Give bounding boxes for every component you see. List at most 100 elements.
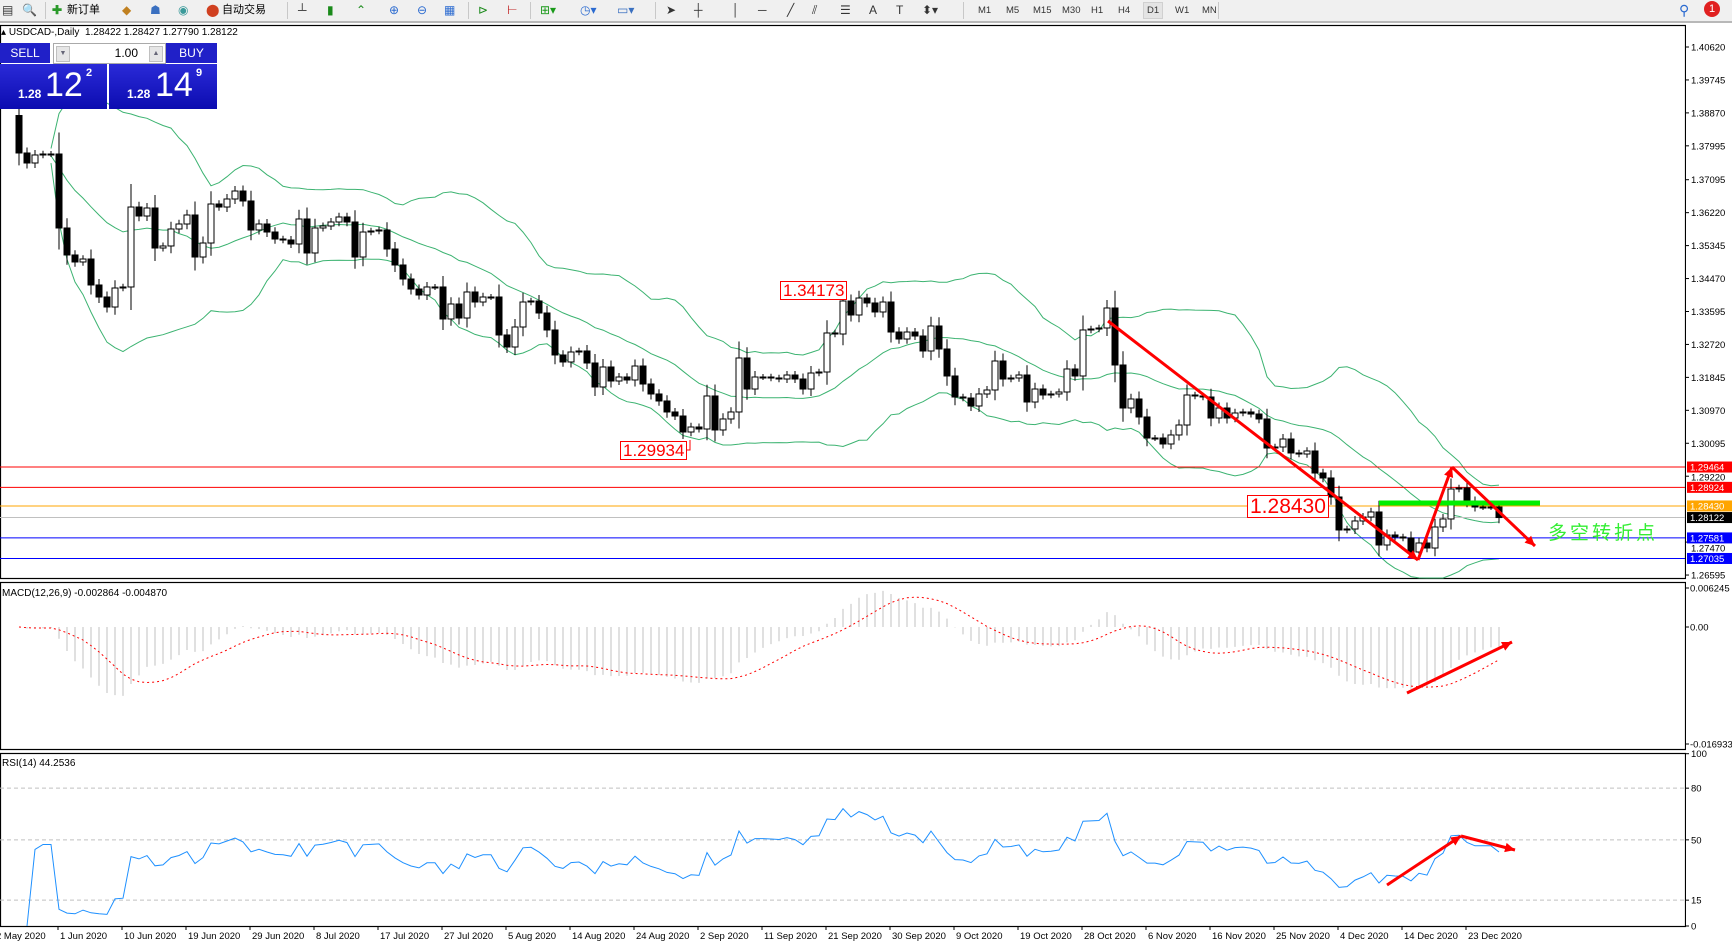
zoom-in-icon[interactable]: ⊕ — [389, 3, 400, 17]
cursor-icon[interactable]: ➤ — [666, 3, 677, 17]
signals-icon[interactable]: ◉ — [178, 3, 189, 17]
horizontal-line-icon[interactable]: ─ — [758, 3, 767, 17]
collapse-icon[interactable]: ▴ — [1, 27, 9, 38]
candle — [583, 344, 591, 370]
line-chart-icon[interactable]: ⌃ — [356, 3, 367, 17]
candle — [23, 147, 31, 169]
buy-price-box[interactable]: 1.28 14 9 — [109, 64, 217, 109]
text-label-icon[interactable]: T — [896, 3, 904, 17]
candle — [191, 201, 199, 271]
candle — [1071, 364, 1079, 381]
templates-icon[interactable]: ▭▾ — [617, 3, 635, 17]
trendline-icon[interactable]: ╱ — [787, 3, 795, 17]
date-tick-label: 14 Aug 2020 — [572, 931, 625, 942]
candle-body-bear — [279, 238, 287, 241]
sell-price-box[interactable]: 1.28 12 2 — [0, 64, 107, 109]
candle-body-bull — [719, 418, 727, 431]
date-tick-label: 27 Jul 2020 — [444, 931, 493, 942]
new-chart-icon[interactable]: ▤ — [2, 3, 14, 17]
navigator-icon[interactable]: ☗ — [150, 3, 161, 17]
search-icon[interactable]: ⚲ — [1679, 2, 1690, 18]
candle — [143, 202, 151, 222]
candle — [1207, 388, 1215, 427]
timeframe-m5[interactable]: M5 — [1006, 5, 1020, 16]
candle-body-bear — [239, 190, 247, 202]
price-tick-label: 1.35345 — [1691, 241, 1725, 252]
auto-trading-button[interactable]: 自动交易 — [222, 4, 266, 16]
lot-value[interactable]: 1.00 — [114, 46, 138, 60]
chart-shift-icon[interactable]: ⊢ — [507, 3, 518, 17]
candle-body-bear — [647, 383, 655, 395]
timeframe-m30[interactable]: M30 — [1062, 5, 1081, 16]
candle-body-bear — [1143, 416, 1151, 439]
candle — [1119, 351, 1127, 422]
lot-size-input[interactable]: ▼ 1.00 ▲ — [53, 43, 166, 64]
candle-body-bear — [151, 207, 159, 249]
auto-scroll-icon[interactable]: ⊳ — [478, 3, 489, 17]
candle-body-bear — [1327, 477, 1335, 498]
vertical-line-icon[interactable]: │ — [732, 3, 740, 17]
candle — [999, 353, 1007, 387]
candle — [319, 222, 327, 232]
arrows-icon[interactable]: ⬍▾ — [922, 3, 939, 17]
periods-icon[interactable]: ◷▾ — [580, 3, 597, 17]
level-badge — [1687, 461, 1732, 473]
candle — [967, 393, 975, 412]
price-tick-label: 1.31845 — [1691, 373, 1725, 384]
candlestick-icon[interactable]: ▮ — [327, 3, 334, 17]
indicators-icon[interactable]: ⊞▾ — [540, 3, 557, 17]
timeframe-h1[interactable]: H1 — [1091, 5, 1104, 16]
timeframe-d1[interactable]: D1 — [1143, 2, 1164, 19]
notification-badge[interactable]: 1 — [1704, 1, 1720, 17]
candle — [1327, 470, 1335, 505]
timeframe-m1[interactable]: M1 — [978, 5, 992, 16]
candle — [359, 222, 367, 267]
profiles-icon[interactable]: 🔍 — [22, 3, 37, 17]
candle-body-bear — [495, 296, 503, 336]
candle-body-bull — [127, 206, 135, 288]
candle — [199, 236, 207, 264]
candle-body-bear — [551, 329, 559, 356]
date-tick-label: 21 Sep 2020 — [828, 931, 882, 942]
candle — [351, 210, 359, 269]
candle — [895, 327, 903, 344]
bar-chart-icon[interactable]: ┴ — [298, 3, 307, 17]
toolbar-separator — [1218, 2, 1219, 19]
date-tick-label: 24 Aug 2020 — [636, 931, 689, 942]
candle-body-bull — [79, 258, 87, 263]
lot-increase-icon[interactable]: ▲ — [149, 46, 163, 62]
timeframe-mn[interactable]: MN — [1202, 5, 1217, 16]
candle-body-bull — [487, 296, 495, 299]
candle — [807, 365, 815, 397]
candle-body-bear — [623, 376, 631, 381]
candle — [1023, 365, 1031, 412]
new-order-button[interactable]: 新订单 — [67, 4, 100, 16]
candle — [863, 293, 871, 308]
crosshair-icon[interactable]: ┼ — [694, 3, 703, 17]
zoom-out-icon[interactable]: ⊖ — [417, 3, 428, 17]
fibonacci-icon[interactable]: ☰ — [840, 3, 851, 17]
sell-button[interactable]: SELL — [0, 43, 50, 63]
market-watch-icon[interactable]: ◆ — [122, 3, 132, 17]
candle-body-bull — [1431, 526, 1439, 549]
candle — [1303, 447, 1311, 458]
tile-windows-icon[interactable]: ▦ — [444, 3, 456, 17]
candle-body-bear — [943, 348, 951, 377]
buy-button[interactable]: BUY — [166, 43, 217, 63]
date-tick-label: 30 Sep 2020 — [892, 931, 946, 942]
equidistant-channel-icon[interactable]: ⫽ — [812, 3, 818, 17]
toolbar-separator — [468, 2, 469, 19]
new-order-icon[interactable]: ✚ — [52, 3, 63, 17]
timeframe-w1[interactable]: W1 — [1175, 5, 1190, 16]
macd-pane-frame — [0, 581, 1687, 751]
auto-trading-icon[interactable]: ⬤ — [206, 3, 220, 17]
lot-decrease-icon[interactable]: ▼ — [56, 46, 70, 62]
text-icon[interactable]: A — [869, 3, 878, 17]
candle — [991, 350, 999, 401]
arrow-head — [1501, 642, 1512, 651]
level-badge-label: 1.27035 — [1690, 554, 1724, 565]
timeframe-m15[interactable]: M15 — [1033, 5, 1052, 16]
date-tick-label: 1 Jun 2020 — [60, 931, 107, 942]
timeframe-h4[interactable]: H4 — [1118, 5, 1131, 16]
